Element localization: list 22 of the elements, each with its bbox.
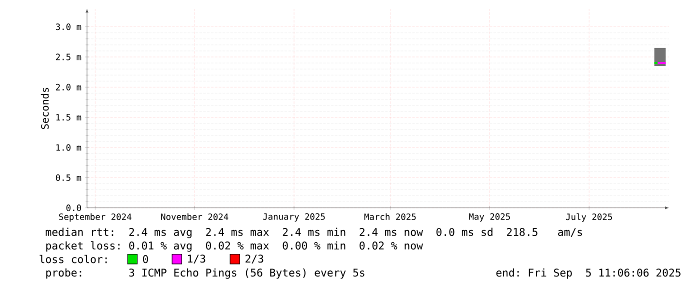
y-tick-label: 0.0	[66, 204, 81, 212]
text: median rtt: 2.4 ms avg 2.4 ms max 2.4 ms min 2.4 ms now 0.0 ms sd 218.5 am/s	[46, 228, 582, 238]
text: packet loss: 0.01 % avg 0.02 % max 0.00 % min 0.02 % now	[46, 241, 423, 252]
legend-label: 2/3	[246, 254, 264, 264]
x-tick-label: July 2025	[566, 213, 612, 222]
y-tick-label: 1.5 m	[56, 114, 82, 121]
x-tick-label: January 2025	[263, 213, 325, 222]
x-tick-label: November 2024	[161, 213, 228, 220]
x-tick-label: March 2025	[364, 213, 416, 220]
legend-label: 0	[143, 255, 148, 264]
legend-label: 1/3	[188, 254, 206, 264]
text: end: Fri Sep 5 11:06:06 2025	[496, 268, 680, 279]
legend-title: loss color:	[40, 254, 107, 264]
y-tick-label: 1.0 m	[56, 144, 82, 151]
text: probe: 3 ICMP Echo Pings (56 Bytes) every 5s	[46, 268, 364, 279]
y-tick-label: 2.5 m	[56, 54, 82, 60]
y-tick-label: 3.0 m	[56, 23, 82, 30]
y-tick-label: 0.5 m	[56, 174, 82, 181]
x-tick-label: May 2025	[469, 213, 510, 222]
y-tick-label: 2.0 m	[56, 84, 82, 90]
x-tick-label: September 2024	[59, 213, 132, 222]
y-axis-title: Seconds	[40, 88, 49, 129]
